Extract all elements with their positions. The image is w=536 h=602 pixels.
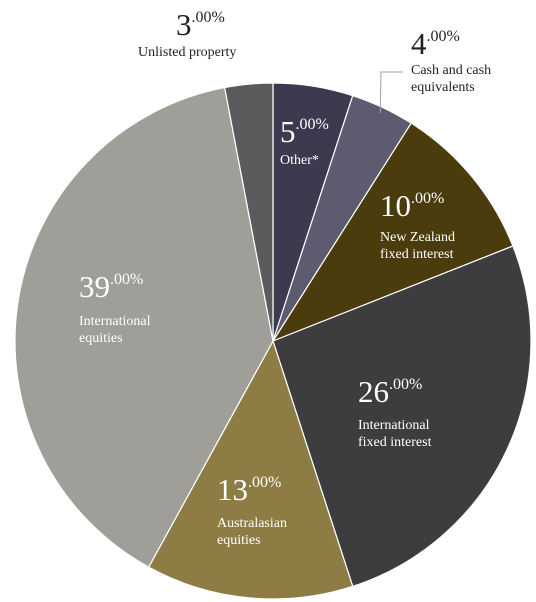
- value-suffix-unlisted: .00%: [192, 9, 225, 26]
- value-suffix-intl-equities: .00%: [110, 271, 143, 288]
- value-nz-fixed: 10: [380, 188, 411, 223]
- label-cash: 4.00% Cash and cash equivalents: [411, 28, 491, 96]
- label-unlisted: 3.00% Unlisted property: [138, 9, 236, 61]
- value-suffix-intl-fixed: .00%: [389, 376, 422, 393]
- name-cash-line2: equivalents: [411, 79, 491, 96]
- value-suffix-nz-fixed: .00%: [411, 190, 444, 207]
- name-nz-fixed-line2: fixed interest: [380, 246, 455, 263]
- label-intl-equities: 39.00% International equities: [79, 271, 151, 347]
- name-intl-equities-line1: International: [79, 313, 151, 330]
- name-intl-equities-line2: equities: [79, 330, 151, 347]
- name-intl-fixed-line1: International: [358, 417, 431, 434]
- name-nz-fixed-line1: New Zealand: [380, 229, 455, 246]
- name-other: Other*: [280, 152, 329, 169]
- value-intl-equities: 39: [79, 269, 110, 304]
- name-intl-fixed-line2: fixed interest: [358, 434, 431, 451]
- name-cash-line1: Cash and cash: [411, 62, 491, 79]
- cash-leader-line: [380, 72, 403, 113]
- label-nz-fixed: 10.00% New Zealand fixed interest: [380, 190, 455, 263]
- value-suffix-other: .00%: [296, 116, 329, 133]
- value-unlisted: 3: [176, 7, 192, 42]
- name-australasian-line2: equities: [217, 532, 287, 549]
- value-intl-fixed: 26: [358, 374, 389, 409]
- value-cash: 4: [411, 26, 427, 61]
- value-suffix-australasian: .00%: [248, 474, 281, 491]
- value-suffix-cash: .00%: [427, 28, 460, 45]
- value-australasian: 13: [217, 472, 248, 507]
- label-australasian: 13.00% Australasian equities: [217, 474, 287, 549]
- label-intl-fixed: 26.00% International fixed interest: [358, 376, 431, 451]
- label-other: 5.00% Other*: [280, 116, 329, 169]
- name-australasian-line1: Australasian: [217, 515, 287, 532]
- name-unlisted: Unlisted property: [138, 44, 236, 61]
- value-other: 5: [280, 114, 296, 149]
